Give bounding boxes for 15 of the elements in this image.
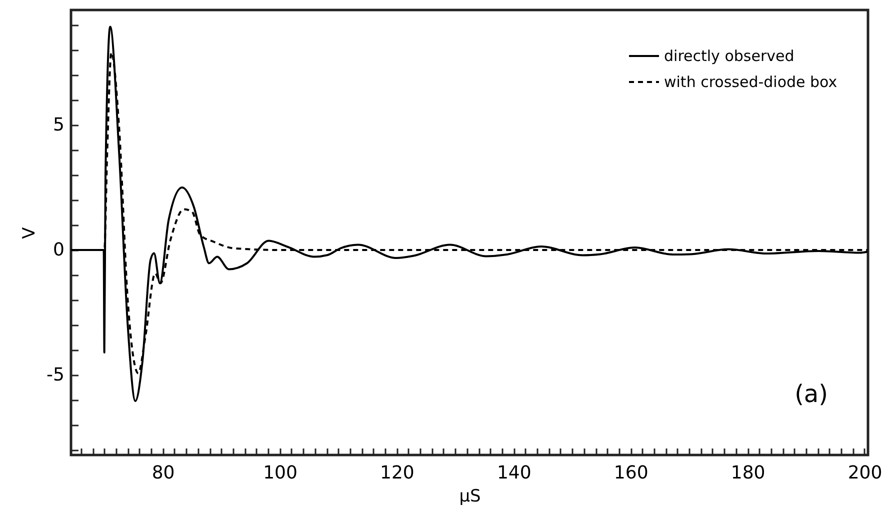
- x-tick-label: 140: [496, 462, 532, 484]
- legend-label: directly observed: [664, 47, 794, 65]
- legend-label: with crossed-diode box: [664, 73, 838, 91]
- x-tick-label: 200: [848, 462, 882, 484]
- y-axis-title: V: [20, 226, 40, 239]
- x-tick-label: 180: [730, 462, 766, 484]
- annotation: (a): [794, 380, 828, 408]
- y-tick-label: -5: [46, 364, 64, 386]
- x-tick-label: 80: [152, 462, 175, 484]
- x-tick-label: 120: [380, 462, 414, 484]
- x-tick-label: 100: [263, 462, 298, 484]
- x-tick-label: 160: [614, 462, 648, 484]
- x-axis-title: µS: [459, 486, 481, 506]
- y-tick-label: 5: [53, 114, 64, 136]
- y-tick-label: 0: [53, 240, 64, 260]
